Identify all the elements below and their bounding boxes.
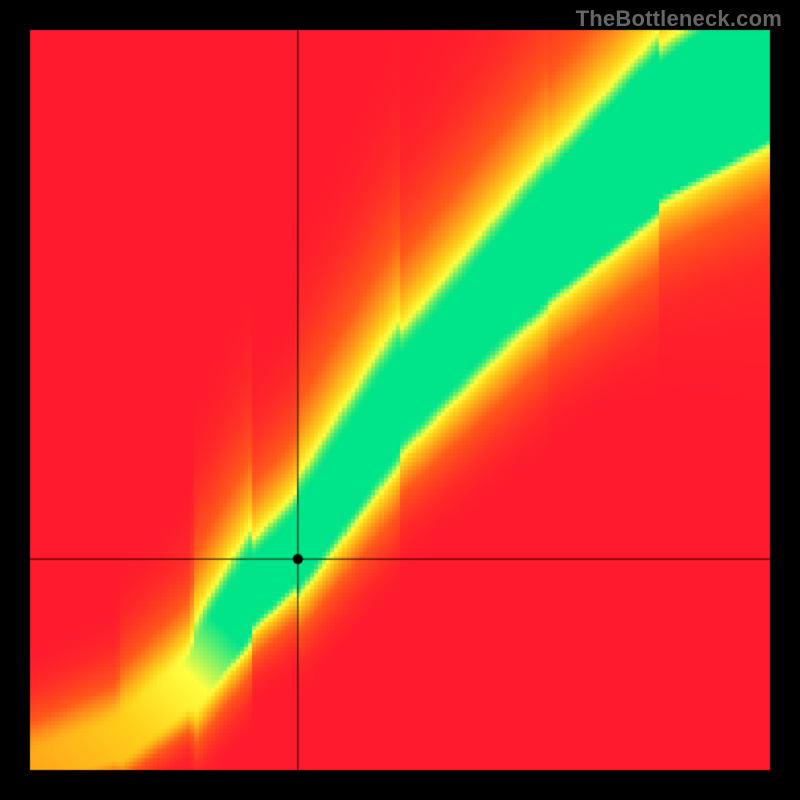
chart-container: TheBottleneck.com [0,0,800,800]
bottleneck-heatmap [0,0,800,800]
watermark-text: TheBottleneck.com [576,6,782,32]
